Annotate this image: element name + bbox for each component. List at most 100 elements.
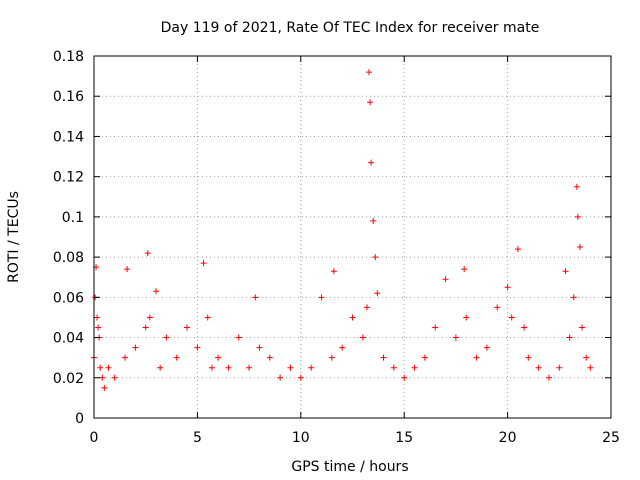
data-point <box>153 288 160 295</box>
data-point <box>235 334 242 341</box>
data-point <box>556 364 563 371</box>
data-point <box>411 364 418 371</box>
data-point <box>308 364 315 371</box>
data-point <box>101 384 108 391</box>
data-point <box>349 314 356 321</box>
data-point <box>366 69 373 76</box>
plot-frame <box>93 55 612 419</box>
data-point <box>514 246 521 253</box>
y-tick-label: 0.04 <box>53 331 84 347</box>
data-point <box>297 374 304 381</box>
data-point <box>204 314 211 321</box>
data-point <box>452 334 459 341</box>
data-point <box>401 374 408 381</box>
data-point <box>461 266 468 273</box>
data-point <box>566 334 573 341</box>
data-point <box>473 354 480 361</box>
data-point <box>432 324 439 331</box>
x-tick-labels: 0 5 10 15 20 25 <box>90 430 620 446</box>
data-point <box>483 344 490 351</box>
data-point <box>111 374 118 381</box>
data-point <box>576 244 583 251</box>
data-point <box>328 354 335 361</box>
x-tick-label: 20 <box>499 430 517 446</box>
data-point <box>157 364 164 371</box>
data-point <box>252 294 259 301</box>
y-tick-label: 0.1 <box>62 210 84 226</box>
data-point <box>545 374 552 381</box>
data-point <box>200 260 207 267</box>
x-tick-label: 15 <box>395 430 413 446</box>
data-point <box>225 364 232 371</box>
data-point <box>380 354 387 361</box>
y-axis-title: ROTI / TECUs <box>6 191 22 283</box>
data-point <box>256 344 263 351</box>
data-point <box>97 364 104 371</box>
data-point <box>330 268 337 275</box>
data-point <box>370 217 377 224</box>
data-point <box>359 334 366 341</box>
data-point <box>579 324 586 331</box>
data-point <box>463 314 470 321</box>
data-point <box>363 304 370 311</box>
data-point <box>504 284 511 291</box>
y-tick-label: 0.18 <box>53 49 84 65</box>
data-point <box>277 374 284 381</box>
data-point <box>94 314 101 321</box>
data-point <box>163 334 170 341</box>
data-point <box>146 314 153 321</box>
data-point <box>142 324 149 331</box>
data-point <box>287 364 294 371</box>
data-point <box>574 213 581 220</box>
data-point <box>105 364 112 371</box>
data-point <box>521 324 528 331</box>
y-tick-label: 0.12 <box>53 170 84 186</box>
data-point <box>318 294 325 301</box>
data-point <box>570 294 577 301</box>
chart-title: Day 119 of 2021, Rate Of TEC Index for r… <box>161 20 540 36</box>
data-point <box>194 344 201 351</box>
ticks <box>93 55 612 419</box>
data-point <box>132 344 139 351</box>
x-tick-label: 0 <box>90 430 99 446</box>
data-points <box>91 69 594 391</box>
data-point <box>535 364 542 371</box>
data-point <box>508 314 515 321</box>
data-point <box>246 364 253 371</box>
data-point <box>144 250 151 257</box>
data-point <box>95 324 102 331</box>
x-tick-label: 25 <box>602 430 620 446</box>
x-tick-label: 10 <box>292 430 310 446</box>
data-point <box>587 364 594 371</box>
data-point <box>421 354 428 361</box>
data-point <box>562 268 569 275</box>
data-point <box>208 364 215 371</box>
y-tick-label: 0.14 <box>53 129 84 145</box>
data-point <box>494 304 501 311</box>
data-point <box>124 266 131 273</box>
data-point <box>173 354 180 361</box>
data-point <box>266 354 273 361</box>
data-point <box>122 354 129 361</box>
x-axis-title: GPS time / hours <box>291 459 408 475</box>
y-tick-label: 0.08 <box>53 250 84 266</box>
data-point <box>372 254 379 261</box>
data-point <box>573 183 580 190</box>
data-point <box>368 159 375 166</box>
data-point <box>583 354 590 361</box>
data-point <box>99 374 106 381</box>
data-point <box>374 290 381 297</box>
grid <box>94 56 611 418</box>
data-point <box>339 344 346 351</box>
data-point <box>367 99 374 106</box>
y-tick-label: 0.16 <box>53 89 84 105</box>
data-point <box>390 364 397 371</box>
y-tick-labels: 0 0.02 0.04 0.06 0.08 0.1 0.12 0.14 0.16 0.18 <box>53 49 84 427</box>
y-tick-label: 0.06 <box>53 290 84 306</box>
data-point <box>525 354 532 361</box>
data-point <box>215 354 222 361</box>
x-tick-label: 5 <box>193 430 202 446</box>
y-tick-label: 0.02 <box>53 371 84 387</box>
data-point <box>442 276 449 283</box>
